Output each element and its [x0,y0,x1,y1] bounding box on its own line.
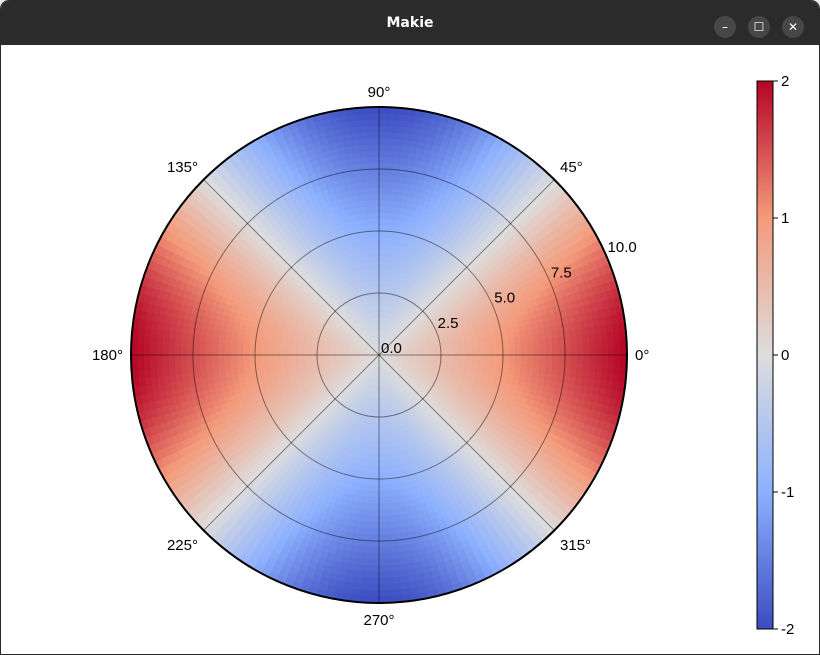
window-title: Makie [386,15,434,31]
title-bar[interactable]: Makie – ☐ ✕ [1,1,819,45]
plot-canvas: 0.0 2.5 5.0 7.5 10.0 0° 45° 90° 135° 180° 225° 270… [1,45,819,654]
close-button[interactable]: ✕ [782,16,804,38]
heatmap-layer [131,107,627,603]
polar-heatmap-figure: 0.02.55.07.510.0 0°45°90°135°180°225°270… [92,73,794,638]
minimize-button[interactable]: – [714,16,736,38]
maximize-button[interactable]: ☐ [748,16,770,38]
